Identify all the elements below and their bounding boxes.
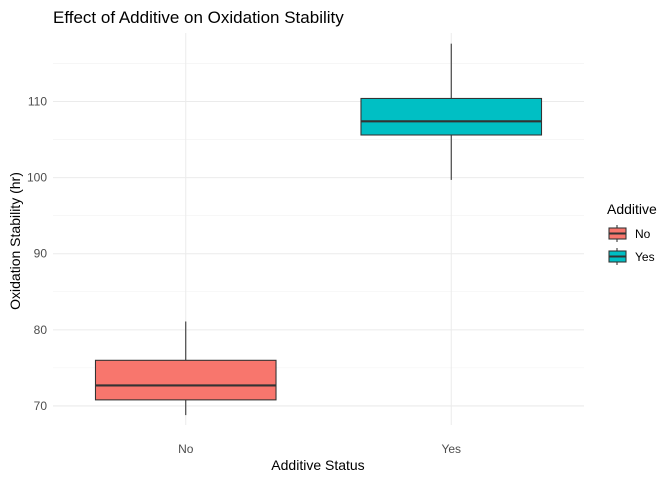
legend-item-yes: Yes: [608, 248, 655, 265]
chart-title: Effect of Additive on Oxidation Stabilit…: [53, 8, 344, 27]
x-axis-title: Additive Status: [271, 457, 364, 473]
legend-label: No: [635, 227, 651, 241]
x-tick-labels: No Yes: [178, 442, 461, 456]
legend: Additive No Yes: [607, 201, 657, 265]
y-axis-title: Oxidation Stability (hr): [7, 172, 23, 310]
y-tick-labels: 70 80 90 100 110: [27, 95, 47, 413]
legend-title: Additive: [607, 201, 657, 217]
box-no: [94, 321, 277, 416]
x-tick-label: No: [178, 442, 194, 456]
iqr-box: [94, 359, 277, 401]
y-tick-label: 100: [27, 171, 47, 185]
boxes: [94, 43, 543, 416]
y-tick-label: 110: [28, 95, 47, 109]
box-yes: [360, 43, 543, 180]
x-tick-label: Yes: [441, 442, 461, 456]
y-tick-label: 90: [34, 247, 48, 261]
iqr-box: [360, 97, 543, 136]
y-tick-label: 70: [34, 399, 48, 413]
y-tick-label: 80: [34, 323, 48, 337]
legend-item-no: No: [608, 225, 651, 242]
legend-label: Yes: [635, 250, 655, 264]
